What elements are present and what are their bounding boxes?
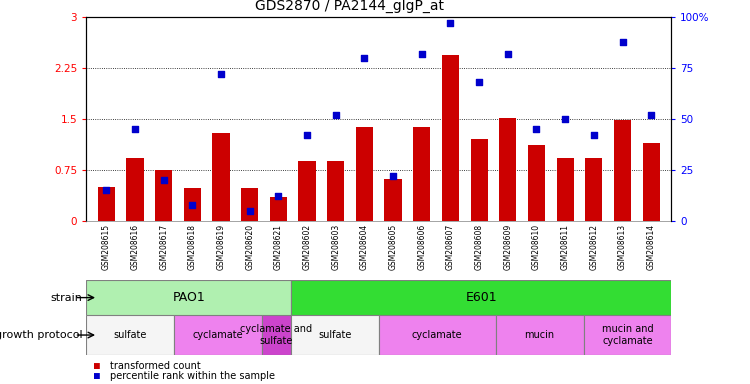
Point: [272, 193, 284, 199]
Bar: [584, 315, 671, 355]
Bar: [241, 188, 258, 221]
Point: [530, 126, 542, 132]
Point: [244, 207, 256, 214]
Text: GSM208620: GSM208620: [245, 224, 254, 270]
Bar: [356, 127, 373, 221]
Text: cyclamate and
sulfate: cyclamate and sulfate: [240, 324, 313, 346]
Bar: [442, 55, 459, 221]
Text: mucin: mucin: [524, 330, 555, 340]
Text: GSM208606: GSM208606: [417, 224, 426, 270]
Bar: [184, 188, 201, 221]
Bar: [556, 158, 574, 221]
Bar: [585, 158, 602, 221]
Bar: [98, 187, 115, 221]
Bar: [413, 127, 430, 221]
Bar: [614, 121, 631, 221]
Bar: [643, 143, 660, 221]
Text: GSM208611: GSM208611: [561, 224, 570, 270]
Point: [588, 132, 600, 138]
Text: GSM208617: GSM208617: [159, 224, 168, 270]
Text: GSM208609: GSM208609: [503, 224, 512, 270]
Text: sulfate: sulfate: [318, 330, 352, 340]
Text: sulfate: sulfate: [113, 330, 147, 340]
Text: GSM208619: GSM208619: [217, 224, 226, 270]
Bar: [327, 161, 344, 221]
Text: mucin and
cyclamate: mucin and cyclamate: [602, 324, 653, 346]
Point: [358, 55, 370, 61]
Text: GSM208603: GSM208603: [332, 224, 340, 270]
Text: E601: E601: [465, 291, 497, 304]
Text: GSM208615: GSM208615: [102, 224, 111, 270]
Bar: [528, 145, 545, 221]
Text: ■: ■: [94, 361, 100, 371]
Text: GSM208618: GSM208618: [188, 224, 196, 270]
Point: [645, 112, 657, 118]
Point: [502, 51, 514, 57]
Bar: [86, 280, 291, 315]
Bar: [496, 315, 584, 355]
Point: [445, 20, 457, 26]
Bar: [385, 179, 402, 221]
Text: transformed count: transformed count: [110, 361, 201, 371]
Point: [416, 51, 428, 57]
Point: [301, 132, 313, 138]
Bar: [155, 170, 172, 221]
Bar: [212, 132, 230, 221]
Point: [387, 173, 399, 179]
Bar: [262, 315, 291, 355]
Point: [560, 116, 572, 122]
Point: [215, 71, 227, 77]
Text: GSM208608: GSM208608: [475, 224, 484, 270]
Text: ■: ■: [94, 371, 100, 381]
Bar: [270, 197, 287, 221]
Bar: [174, 315, 262, 355]
Text: GSM208621: GSM208621: [274, 224, 283, 270]
Bar: [127, 158, 143, 221]
Point: [473, 79, 485, 86]
Bar: [500, 118, 517, 221]
Point: [158, 177, 170, 183]
Text: GSM208605: GSM208605: [388, 224, 398, 270]
Bar: [298, 161, 316, 221]
Bar: [291, 315, 379, 355]
Point: [330, 112, 342, 118]
Text: PAO1: PAO1: [172, 291, 205, 304]
Text: GSM208612: GSM208612: [590, 224, 598, 270]
Bar: [291, 280, 671, 315]
Text: cyclamate: cyclamate: [412, 330, 463, 340]
Point: [616, 39, 628, 45]
Text: percentile rank within the sample: percentile rank within the sample: [110, 371, 275, 381]
Point: [129, 126, 141, 132]
Point: [100, 187, 112, 194]
Text: GSM208607: GSM208607: [446, 224, 455, 270]
Bar: [470, 139, 488, 221]
Text: growth protocol: growth protocol: [0, 330, 82, 340]
Text: GSM208616: GSM208616: [130, 224, 140, 270]
Text: strain: strain: [51, 293, 82, 303]
Text: GSM208604: GSM208604: [360, 224, 369, 270]
Text: GSM208613: GSM208613: [618, 224, 627, 270]
Point: [186, 202, 198, 208]
Text: GSM208614: GSM208614: [646, 224, 656, 270]
Text: GSM208610: GSM208610: [532, 224, 541, 270]
Bar: [379, 315, 496, 355]
Text: cyclamate: cyclamate: [193, 330, 243, 340]
Bar: [86, 315, 174, 355]
Title: GDS2870 / PA2144_glgP_at: GDS2870 / PA2144_glgP_at: [255, 0, 444, 13]
Text: GSM208602: GSM208602: [302, 224, 311, 270]
